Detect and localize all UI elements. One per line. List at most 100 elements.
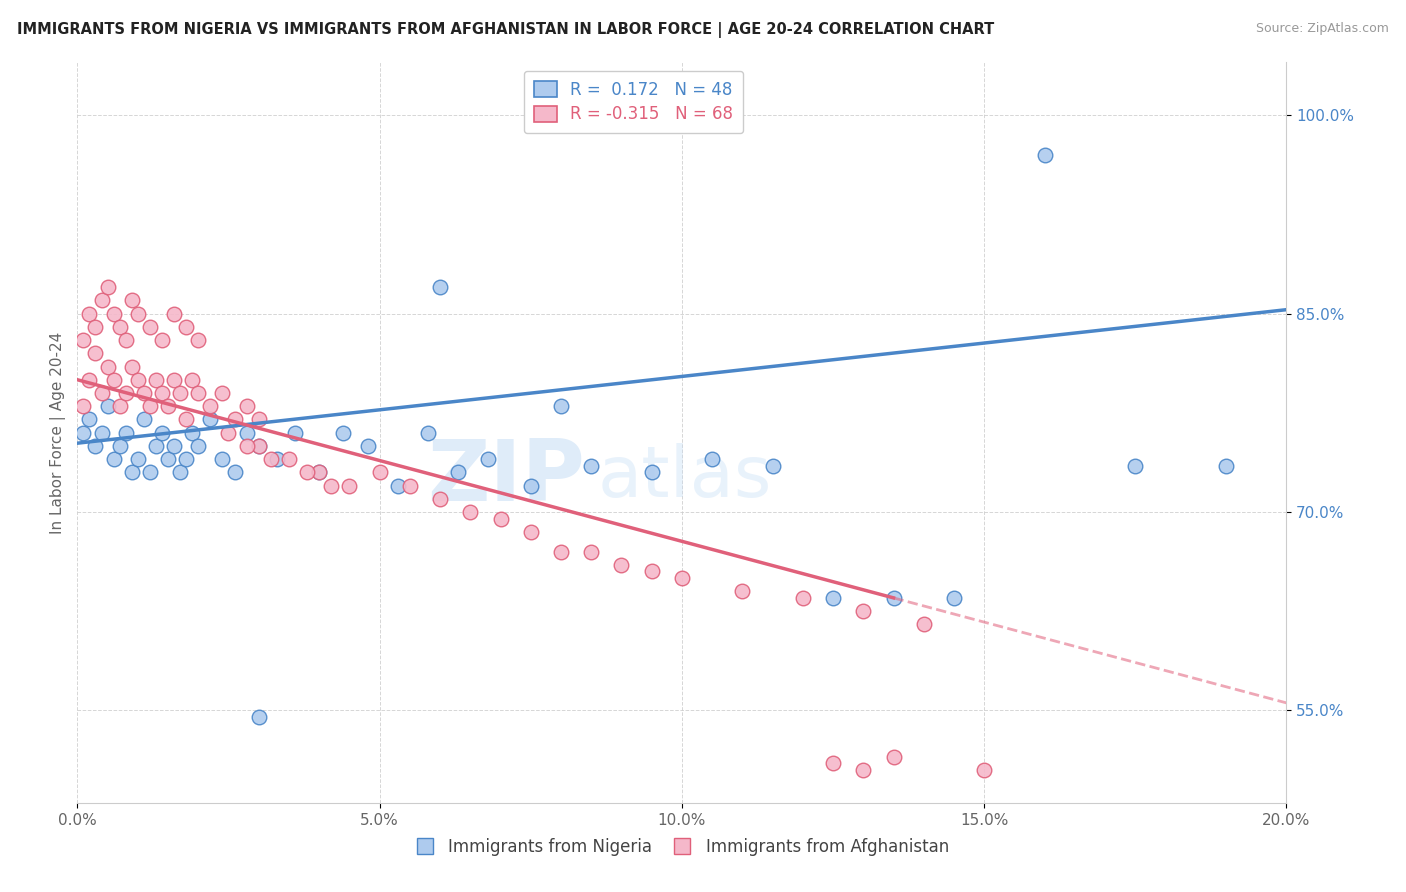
Point bbox=[72, 333, 94, 347]
Legend: Immigrants from Nigeria, Immigrants from Afghanistan: Immigrants from Nigeria, Immigrants from… bbox=[406, 830, 957, 865]
Point bbox=[821, 756, 844, 771]
Point bbox=[84, 319, 107, 334]
Point bbox=[150, 333, 173, 347]
Point bbox=[308, 465, 330, 479]
Point bbox=[247, 439, 270, 453]
Point bbox=[387, 478, 409, 492]
Point bbox=[224, 412, 246, 426]
Point bbox=[79, 412, 101, 426]
Point bbox=[550, 399, 572, 413]
Point bbox=[416, 425, 439, 440]
Point bbox=[1033, 148, 1056, 162]
Point bbox=[187, 386, 209, 401]
Text: ZIP: ZIP bbox=[427, 435, 585, 518]
Point bbox=[295, 465, 318, 479]
Point bbox=[942, 591, 965, 605]
Point bbox=[235, 425, 257, 440]
Point bbox=[429, 280, 451, 294]
Point bbox=[399, 478, 422, 492]
Text: IMMIGRANTS FROM NIGERIA VS IMMIGRANTS FROM AFGHANISTAN IN LABOR FORCE | AGE 20-2: IMMIGRANTS FROM NIGERIA VS IMMIGRANTS FR… bbox=[17, 22, 994, 38]
Point bbox=[174, 452, 197, 467]
Point bbox=[218, 425, 240, 440]
Point bbox=[641, 565, 664, 579]
Point bbox=[84, 439, 107, 453]
Point bbox=[114, 333, 136, 347]
Point bbox=[520, 478, 543, 492]
Point bbox=[610, 558, 633, 572]
Point bbox=[671, 571, 693, 585]
Point bbox=[72, 399, 94, 413]
Point bbox=[103, 307, 125, 321]
Point bbox=[200, 412, 222, 426]
Point bbox=[90, 293, 112, 308]
Point bbox=[912, 617, 935, 632]
Point bbox=[139, 465, 162, 479]
Point bbox=[321, 478, 343, 492]
Point bbox=[169, 386, 191, 401]
Point bbox=[121, 359, 143, 374]
Point bbox=[145, 373, 167, 387]
Point bbox=[108, 399, 131, 413]
Point bbox=[181, 425, 204, 440]
Point bbox=[157, 452, 180, 467]
Point bbox=[96, 399, 118, 413]
Point bbox=[103, 373, 125, 387]
Point bbox=[792, 591, 814, 605]
Point bbox=[84, 346, 107, 360]
Point bbox=[163, 373, 186, 387]
Text: Source: ZipAtlas.com: Source: ZipAtlas.com bbox=[1256, 22, 1389, 36]
Point bbox=[90, 386, 112, 401]
Point bbox=[121, 465, 143, 479]
Point bbox=[114, 425, 136, 440]
Point bbox=[458, 505, 481, 519]
Point bbox=[247, 439, 270, 453]
Point bbox=[90, 425, 112, 440]
Point bbox=[1215, 458, 1237, 473]
Point bbox=[247, 710, 270, 724]
Point bbox=[762, 458, 785, 473]
Point bbox=[641, 465, 664, 479]
Point bbox=[150, 386, 173, 401]
Point bbox=[79, 307, 101, 321]
Point bbox=[145, 439, 167, 453]
Point bbox=[108, 319, 131, 334]
Point bbox=[581, 458, 603, 473]
Point bbox=[581, 544, 603, 558]
Point bbox=[702, 452, 724, 467]
Point bbox=[200, 399, 222, 413]
Point bbox=[235, 439, 257, 453]
Point bbox=[163, 307, 186, 321]
Point bbox=[235, 399, 257, 413]
Point bbox=[260, 452, 283, 467]
Point bbox=[127, 452, 149, 467]
Point bbox=[731, 584, 754, 599]
Point bbox=[139, 399, 162, 413]
Point bbox=[821, 591, 844, 605]
Point bbox=[337, 478, 360, 492]
Point bbox=[883, 749, 905, 764]
Point bbox=[103, 452, 125, 467]
Point bbox=[127, 307, 149, 321]
Point bbox=[1123, 458, 1146, 473]
Point bbox=[96, 280, 118, 294]
Point bbox=[127, 373, 149, 387]
Point bbox=[429, 491, 451, 506]
Point bbox=[211, 452, 233, 467]
Point bbox=[132, 412, 155, 426]
Point bbox=[332, 425, 354, 440]
Y-axis label: In Labor Force | Age 20-24: In Labor Force | Age 20-24 bbox=[51, 332, 66, 533]
Point bbox=[96, 359, 118, 374]
Point bbox=[79, 373, 101, 387]
Point bbox=[72, 425, 94, 440]
Point bbox=[132, 386, 155, 401]
Point bbox=[852, 763, 875, 777]
Point bbox=[284, 425, 307, 440]
Point bbox=[224, 465, 246, 479]
Point bbox=[973, 763, 995, 777]
Point bbox=[852, 604, 875, 618]
Point bbox=[150, 425, 173, 440]
Point bbox=[883, 591, 905, 605]
Point bbox=[174, 412, 197, 426]
Text: atlas: atlas bbox=[598, 442, 772, 511]
Point bbox=[489, 511, 512, 525]
